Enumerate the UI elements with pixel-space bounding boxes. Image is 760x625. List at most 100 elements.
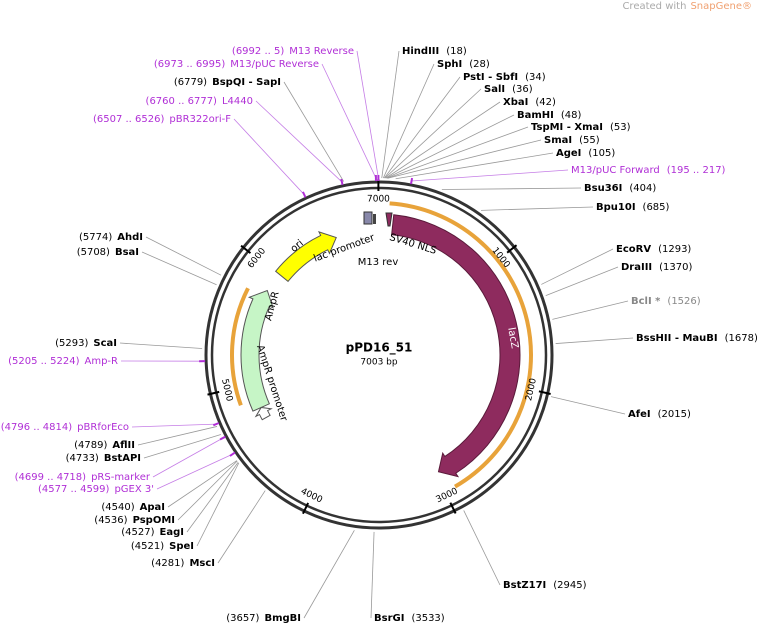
- primer-name: pBRforEco: [77, 422, 129, 433]
- primer-range: (4796 .. 4814): [1, 422, 73, 433]
- site-name: BclI *: [631, 296, 661, 307]
- site-name: ApaI: [140, 502, 165, 513]
- site-label: (3657) BmgBI: [226, 613, 301, 624]
- site-leader: [217, 490, 266, 564]
- site-name: PstI - SbfI: [463, 72, 518, 83]
- site-name: SpeI: [169, 541, 194, 552]
- site-label: (4540) ApaI: [101, 502, 165, 513]
- site-name: HindIII: [402, 46, 439, 57]
- site-name: BssHII - MauBI: [636, 333, 718, 344]
- primer-name: M13 Reverse: [289, 46, 354, 57]
- site-name: BmgBI: [264, 613, 301, 624]
- site-label: (5708) BsaI: [77, 247, 139, 258]
- plasmid-name: pPD16_51: [346, 341, 413, 356]
- site-position: (28): [469, 59, 490, 70]
- site-leader: [177, 460, 238, 521]
- site-label: Bpu10I (685): [596, 202, 670, 213]
- feature-lacz: [391, 214, 521, 478]
- site-label: SmaI (55): [544, 135, 600, 146]
- site-position: (4527): [121, 527, 154, 538]
- primer-mark: [229, 451, 236, 457]
- site-leader: [481, 206, 594, 211]
- primer-leader: [233, 118, 305, 195]
- site-position: (3533): [411, 613, 444, 624]
- primer-range: (6760 .. 6777): [146, 96, 218, 107]
- site-label: DraIII (1370): [621, 262, 693, 273]
- primer-range: (4577 .. 4599): [38, 484, 110, 495]
- site-leader: [541, 248, 614, 285]
- site-leader: [303, 530, 355, 619]
- site-name: PspOMI: [133, 515, 175, 526]
- site-position: (34): [525, 72, 546, 83]
- site-leader: [387, 139, 542, 179]
- site-name: SmaI: [544, 135, 572, 146]
- primer-name: Amp-R: [85, 356, 119, 367]
- site-position: (18): [446, 46, 467, 57]
- site-name: XbaI: [503, 97, 528, 108]
- site-leader: [196, 462, 240, 547]
- primer-leader: [411, 169, 569, 182]
- site-position: (53): [610, 122, 631, 133]
- site-position: (4536): [94, 515, 127, 526]
- site-leader: [283, 81, 345, 182]
- site-leader: [145, 236, 222, 276]
- site-position: (36): [512, 84, 533, 95]
- site-label: (6779) BspQI - SapI: [174, 77, 281, 88]
- site-leader: [381, 50, 400, 179]
- site-label: (5774) AhdI: [79, 232, 143, 243]
- ring-tick: [506, 244, 518, 254]
- feature-sv40: [385, 212, 393, 227]
- site-leader: [545, 266, 619, 296]
- primer-leader: [156, 453, 233, 490]
- site-name: BsrGI: [374, 613, 404, 624]
- primer-mark: [340, 178, 344, 186]
- site-name: AgeI: [556, 148, 581, 159]
- primer-mark: [212, 422, 220, 427]
- site-position: (1293): [658, 244, 691, 255]
- site-position: (4521): [131, 541, 164, 552]
- primer-leader: [321, 63, 377, 179]
- site-position: (4733): [66, 453, 99, 464]
- site-name: EagI: [160, 527, 184, 538]
- site-label: Bsu36I (404): [584, 183, 656, 194]
- site-leader: [555, 337, 634, 344]
- site-position: (55): [579, 135, 600, 146]
- ring-tick: [449, 502, 457, 514]
- site-position: (42): [535, 97, 556, 108]
- watermark: Created with SnapGene®: [622, 1, 752, 12]
- plasmid-size: 7003 bp: [360, 358, 397, 368]
- site-name: BspQI - SapI: [212, 77, 281, 88]
- primer-label: (6507 .. 6526) pBR322ori-F: [93, 114, 231, 125]
- feature-m13rev: [373, 214, 376, 224]
- site-position: (6779): [174, 77, 207, 88]
- site-label: TspMI - XmaI (53): [531, 122, 631, 133]
- primer-label: M13/pUC Forward (195 .. 217): [571, 165, 726, 176]
- site-label: SalI (36): [484, 84, 533, 95]
- site-label: (4536) PspOMI: [94, 515, 175, 526]
- site-label: SphI (28): [437, 59, 490, 70]
- watermark-prefix: Created with: [622, 1, 686, 12]
- site-label: (4281) MscI: [151, 558, 215, 569]
- site-position: (1526): [667, 296, 700, 307]
- orf-arc: [230, 287, 250, 406]
- ring-tick: [207, 390, 220, 396]
- primer-label: (5205 .. 5224) Amp-R: [8, 356, 118, 367]
- site-position: (4789): [74, 440, 107, 451]
- site-label: (4789) AflII: [74, 440, 135, 451]
- feature-label: lacZ: [505, 327, 520, 350]
- site-label: BssHII - MauBI (1678): [636, 333, 758, 344]
- site-label: BstZ17I (2945): [503, 580, 587, 591]
- primer-mark: [302, 191, 307, 198]
- site-label: (4527) EagI: [121, 527, 184, 538]
- primer-name: M13/pUC Reverse: [230, 59, 319, 70]
- feature-ampr: [240, 289, 274, 412]
- site-position: (5708): [77, 247, 110, 258]
- primer-label: (4699 .. 4718) pRS-marker: [15, 472, 151, 483]
- site-name: MscI: [189, 558, 215, 569]
- site-position: (2945): [553, 580, 586, 591]
- primer-leader: [356, 50, 379, 179]
- primer-name: pBR322ori-F: [169, 114, 231, 125]
- feature-lac-promoter: [363, 211, 373, 225]
- site-leader: [463, 510, 501, 586]
- primer-label: (4796 .. 4814) pBRforEco: [1, 422, 129, 433]
